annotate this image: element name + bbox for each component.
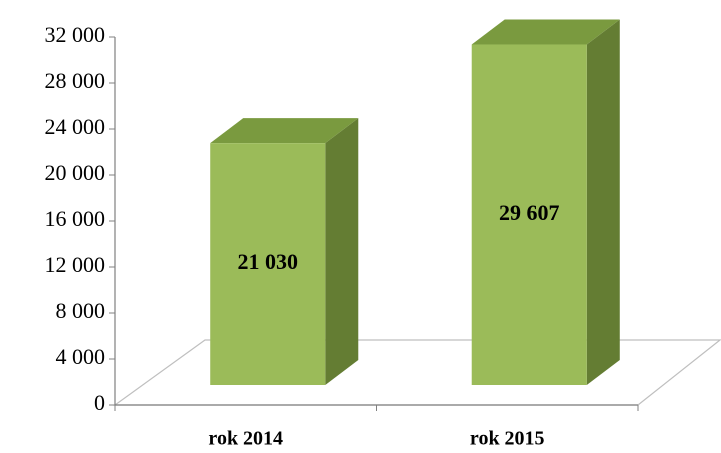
y-tick-label: 20 000 — [45, 160, 106, 185]
floor — [113, 339, 721, 406]
y-tick-label: 4 000 — [56, 344, 106, 369]
y-tick-label: 28 000 — [45, 68, 106, 93]
bar-top — [210, 118, 359, 144]
y-tick-label: 16 000 — [45, 206, 106, 231]
x-tick-label: rok 2014 — [208, 428, 283, 450]
y-tick-label: 32 000 — [45, 22, 106, 47]
x-tick-label: rok 2015 — [470, 428, 545, 450]
bar-top — [471, 19, 620, 45]
value-label: 29 607 — [499, 200, 560, 225]
bar — [471, 44, 587, 385]
y-tick-label: 0 — [94, 390, 105, 415]
y-tick-label: 12 000 — [45, 252, 106, 277]
y-tick-label: 24 000 — [45, 114, 106, 139]
bar-side — [586, 19, 620, 385]
bar — [210, 143, 326, 385]
bar-side — [325, 118, 359, 385]
y-tick-label: 8 000 — [56, 298, 106, 323]
value-label: 21 030 — [238, 249, 299, 274]
